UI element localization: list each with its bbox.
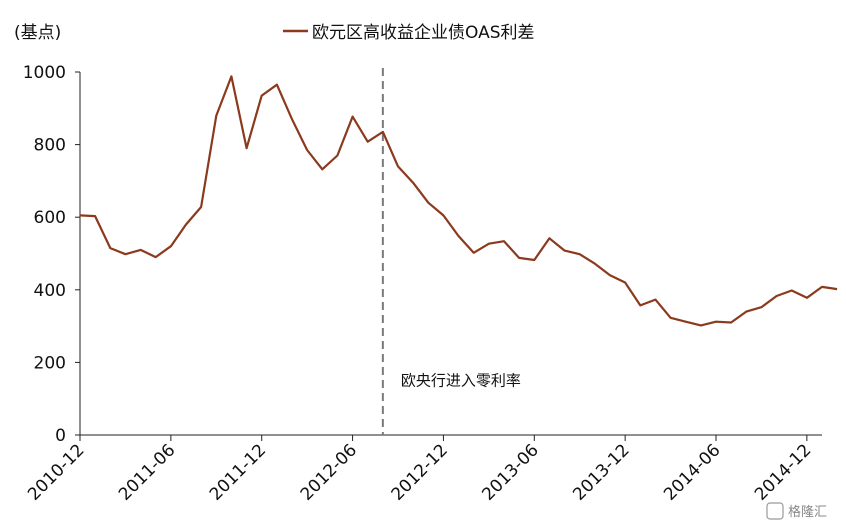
x-tick-label: 2011-06 (115, 440, 179, 504)
x-tick-label: 2013-12 (569, 440, 633, 504)
watermark-text: 格隆汇 (788, 504, 827, 520)
y-tick-label: 400 (34, 281, 66, 301)
y-tick-label: 800 (34, 136, 66, 156)
y-tick-label: 600 (34, 208, 66, 228)
y-tick-label: 0 (55, 426, 66, 446)
series-line-oas-spread (79, 75, 838, 327)
x-tick-label: 2012-12 (388, 440, 452, 504)
x-tick-label: 2011-12 (206, 440, 270, 504)
y-axis-ticks: 0 200 400 600 800 1000 (23, 63, 80, 446)
zero-rate-annotation: 欧央行进入零利率 (401, 372, 521, 390)
x-tick-label: 2010-12 (24, 440, 88, 504)
x-tick-label: 2014-12 (751, 440, 815, 504)
watermark: 格隆汇 (766, 502, 827, 520)
y-tick-label: 1000 (23, 63, 66, 83)
y-axis-unit-label: (基点) (14, 23, 61, 43)
x-tick-label: 2012-06 (297, 440, 361, 504)
legend: 欧元区高收益企业债OAS利差 (283, 23, 535, 43)
x-tick-label: 2013-06 (478, 440, 542, 504)
y-tick-label: 200 (34, 353, 66, 373)
watermark-logo-icon (766, 502, 784, 520)
x-tick-label: 2014-06 (660, 440, 724, 504)
x-axis-ticks: 2010-12 2011-06 2011-12 2012-06 2012-12 2013-… (24, 435, 815, 505)
legend-label: 欧元区高收益企业债OAS利差 (312, 23, 535, 43)
